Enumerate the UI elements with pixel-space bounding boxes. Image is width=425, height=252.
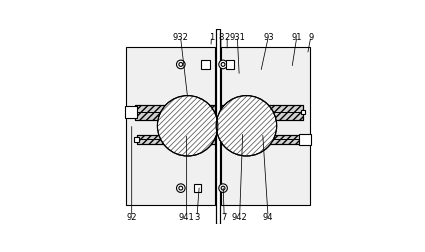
Bar	[226, 61, 234, 69]
Circle shape	[176, 184, 185, 193]
Text: 942: 942	[232, 212, 247, 222]
Circle shape	[221, 63, 225, 67]
Bar	[221, 48, 310, 205]
Text: 92: 92	[127, 212, 137, 222]
Bar	[137, 136, 215, 144]
Bar	[201, 61, 210, 69]
Bar	[221, 105, 303, 120]
Circle shape	[221, 186, 225, 190]
Text: 2: 2	[224, 33, 230, 42]
Bar	[194, 185, 201, 192]
Bar	[301, 111, 305, 115]
Text: 1: 1	[209, 33, 214, 42]
Bar	[137, 136, 215, 144]
Circle shape	[219, 61, 227, 70]
Bar	[216, 30, 220, 224]
Text: 94: 94	[263, 212, 273, 222]
Bar	[126, 48, 215, 205]
Text: 931: 931	[230, 33, 245, 42]
Text: 93: 93	[263, 33, 274, 42]
Circle shape	[179, 186, 183, 190]
Circle shape	[179, 63, 183, 67]
Text: 3: 3	[194, 212, 200, 222]
Text: 932: 932	[173, 33, 188, 42]
Bar	[299, 134, 311, 146]
Bar	[135, 105, 215, 120]
Bar	[221, 136, 301, 144]
Bar	[133, 137, 139, 143]
Text: 91: 91	[292, 33, 302, 42]
Text: 9: 9	[308, 33, 314, 42]
Bar	[221, 105, 303, 120]
Bar	[221, 136, 301, 144]
Circle shape	[219, 184, 227, 193]
Circle shape	[216, 96, 277, 156]
Circle shape	[176, 61, 185, 70]
Bar	[135, 105, 215, 120]
Text: 941: 941	[179, 212, 195, 222]
Circle shape	[157, 96, 218, 156]
Text: 8: 8	[218, 33, 224, 42]
Bar	[125, 106, 137, 119]
Text: 7: 7	[221, 212, 227, 222]
